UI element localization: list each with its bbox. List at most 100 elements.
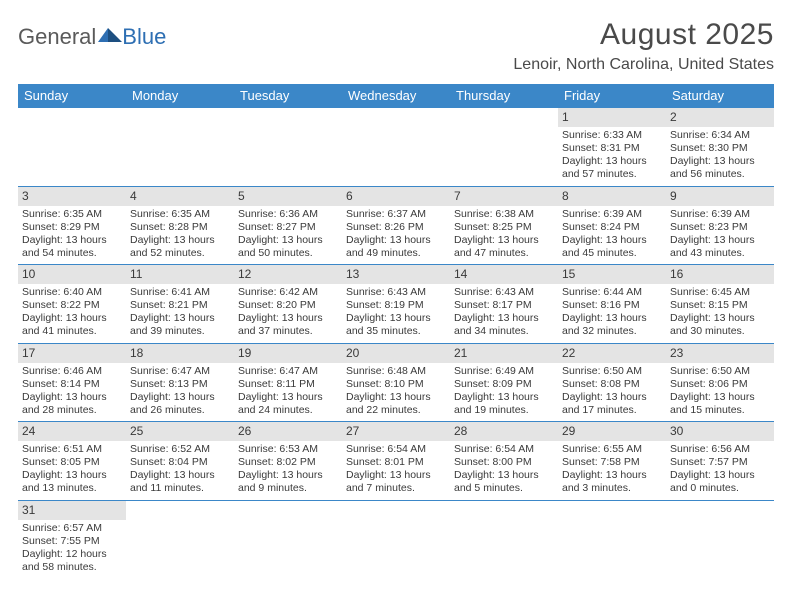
- daylight-text: Daylight: 13 hours: [670, 469, 770, 482]
- sunset-text: Sunset: 8:25 PM: [454, 221, 554, 234]
- sunrise-text: Sunrise: 6:41 AM: [130, 286, 230, 299]
- sunset-text: Sunset: 7:58 PM: [562, 456, 662, 469]
- sunrise-text: Sunrise: 6:54 AM: [454, 443, 554, 456]
- day-cell: 2Sunrise: 6:34 AMSunset: 8:30 PMDaylight…: [666, 108, 774, 186]
- day-number: 22: [558, 344, 666, 363]
- empty-cell: [234, 501, 342, 579]
- daylight-text: and 28 minutes.: [22, 404, 122, 417]
- logo-text-2: Blue: [122, 24, 166, 50]
- sunset-text: Sunset: 8:26 PM: [346, 221, 446, 234]
- sunrise-text: Sunrise: 6:46 AM: [22, 365, 122, 378]
- sunset-text: Sunset: 8:23 PM: [670, 221, 770, 234]
- day-cell: 23Sunrise: 6:50 AMSunset: 8:06 PMDayligh…: [666, 344, 774, 422]
- empty-cell: [126, 108, 234, 186]
- sunrise-text: Sunrise: 6:38 AM: [454, 208, 554, 221]
- day-cell: 13Sunrise: 6:43 AMSunset: 8:19 PMDayligh…: [342, 265, 450, 343]
- daylight-text: Daylight: 13 hours: [670, 155, 770, 168]
- day-cell: 10Sunrise: 6:40 AMSunset: 8:22 PMDayligh…: [18, 265, 126, 343]
- day-number: 5: [234, 187, 342, 206]
- day-cell: 1Sunrise: 6:33 AMSunset: 8:31 PMDaylight…: [558, 108, 666, 186]
- day-cell: 25Sunrise: 6:52 AMSunset: 8:04 PMDayligh…: [126, 422, 234, 500]
- daylight-text: Daylight: 13 hours: [22, 391, 122, 404]
- daylight-text: Daylight: 13 hours: [562, 155, 662, 168]
- sunset-text: Sunset: 7:57 PM: [670, 456, 770, 469]
- daylight-text: Daylight: 12 hours: [22, 548, 122, 561]
- day-number: 16: [666, 265, 774, 284]
- day-cell: 30Sunrise: 6:56 AMSunset: 7:57 PMDayligh…: [666, 422, 774, 500]
- logo-mark-icon: [98, 24, 124, 50]
- weekday-label: Wednesday: [342, 84, 450, 108]
- sunset-text: Sunset: 8:02 PM: [238, 456, 338, 469]
- daylight-text: and 56 minutes.: [670, 168, 770, 181]
- sunrise-text: Sunrise: 6:54 AM: [346, 443, 446, 456]
- empty-cell: [342, 108, 450, 186]
- daylight-text: Daylight: 13 hours: [454, 312, 554, 325]
- sunrise-text: Sunrise: 6:35 AM: [22, 208, 122, 221]
- sunrise-text: Sunrise: 6:47 AM: [238, 365, 338, 378]
- daylight-text: and 58 minutes.: [22, 561, 122, 574]
- daylight-text: and 39 minutes.: [130, 325, 230, 338]
- day-cell: 22Sunrise: 6:50 AMSunset: 8:08 PMDayligh…: [558, 344, 666, 422]
- sunrise-text: Sunrise: 6:34 AM: [670, 129, 770, 142]
- sunset-text: Sunset: 8:24 PM: [562, 221, 662, 234]
- daylight-text: and 19 minutes.: [454, 404, 554, 417]
- sunset-text: Sunset: 7:55 PM: [22, 535, 122, 548]
- logo: General Blue: [18, 18, 166, 50]
- daylight-text: Daylight: 13 hours: [130, 469, 230, 482]
- day-cell: 6Sunrise: 6:37 AMSunset: 8:26 PMDaylight…: [342, 187, 450, 265]
- sunset-text: Sunset: 8:15 PM: [670, 299, 770, 312]
- sunset-text: Sunset: 8:01 PM: [346, 456, 446, 469]
- daylight-text: and 5 minutes.: [454, 482, 554, 495]
- daylight-text: and 57 minutes.: [562, 168, 662, 181]
- daylight-text: and 45 minutes.: [562, 247, 662, 260]
- day-cell: 19Sunrise: 6:47 AMSunset: 8:11 PMDayligh…: [234, 344, 342, 422]
- sunset-text: Sunset: 8:05 PM: [22, 456, 122, 469]
- daylight-text: Daylight: 13 hours: [346, 312, 446, 325]
- sunrise-text: Sunrise: 6:35 AM: [130, 208, 230, 221]
- daylight-text: and 49 minutes.: [346, 247, 446, 260]
- sunrise-text: Sunrise: 6:53 AM: [238, 443, 338, 456]
- sunset-text: Sunset: 8:28 PM: [130, 221, 230, 234]
- weekday-label: Monday: [126, 84, 234, 108]
- daylight-text: and 41 minutes.: [22, 325, 122, 338]
- sunrise-text: Sunrise: 6:39 AM: [562, 208, 662, 221]
- day-cell: 29Sunrise: 6:55 AMSunset: 7:58 PMDayligh…: [558, 422, 666, 500]
- daylight-text: and 15 minutes.: [670, 404, 770, 417]
- day-number: 4: [126, 187, 234, 206]
- daylight-text: Daylight: 13 hours: [130, 391, 230, 404]
- day-number: 7: [450, 187, 558, 206]
- empty-cell: [558, 501, 666, 579]
- daylight-text: and 30 minutes.: [670, 325, 770, 338]
- daylight-text: Daylight: 13 hours: [22, 234, 122, 247]
- day-cell: 27Sunrise: 6:54 AMSunset: 8:01 PMDayligh…: [342, 422, 450, 500]
- day-cell: 24Sunrise: 6:51 AMSunset: 8:05 PMDayligh…: [18, 422, 126, 500]
- daylight-text: and 54 minutes.: [22, 247, 122, 260]
- day-number: 11: [126, 265, 234, 284]
- day-cell: 26Sunrise: 6:53 AMSunset: 8:02 PMDayligh…: [234, 422, 342, 500]
- daylight-text: Daylight: 13 hours: [454, 469, 554, 482]
- calendar-page: General Blue August 2025 Lenoir, North C…: [0, 0, 792, 578]
- day-number: 23: [666, 344, 774, 363]
- day-number: 9: [666, 187, 774, 206]
- week-row: 10Sunrise: 6:40 AMSunset: 8:22 PMDayligh…: [18, 265, 774, 344]
- week-row: 17Sunrise: 6:46 AMSunset: 8:14 PMDayligh…: [18, 344, 774, 423]
- day-number: 8: [558, 187, 666, 206]
- day-cell: 3Sunrise: 6:35 AMSunset: 8:29 PMDaylight…: [18, 187, 126, 265]
- header: General Blue August 2025 Lenoir, North C…: [18, 18, 774, 74]
- day-number: 25: [126, 422, 234, 441]
- calendar: Sunday Monday Tuesday Wednesday Thursday…: [18, 84, 774, 578]
- weekday-header: Sunday Monday Tuesday Wednesday Thursday…: [18, 84, 774, 108]
- empty-cell: [450, 108, 558, 186]
- empty-cell: [450, 501, 558, 579]
- weeks-container: 1Sunrise: 6:33 AMSunset: 8:31 PMDaylight…: [18, 108, 774, 578]
- daylight-text: Daylight: 13 hours: [238, 469, 338, 482]
- day-number: 3: [18, 187, 126, 206]
- title-block: August 2025 Lenoir, North Carolina, Unit…: [513, 18, 774, 74]
- daylight-text: Daylight: 13 hours: [454, 234, 554, 247]
- daylight-text: and 0 minutes.: [670, 482, 770, 495]
- daylight-text: Daylight: 13 hours: [562, 469, 662, 482]
- sunset-text: Sunset: 8:10 PM: [346, 378, 446, 391]
- daylight-text: Daylight: 13 hours: [562, 391, 662, 404]
- day-cell: 28Sunrise: 6:54 AMSunset: 8:00 PMDayligh…: [450, 422, 558, 500]
- day-number: 6: [342, 187, 450, 206]
